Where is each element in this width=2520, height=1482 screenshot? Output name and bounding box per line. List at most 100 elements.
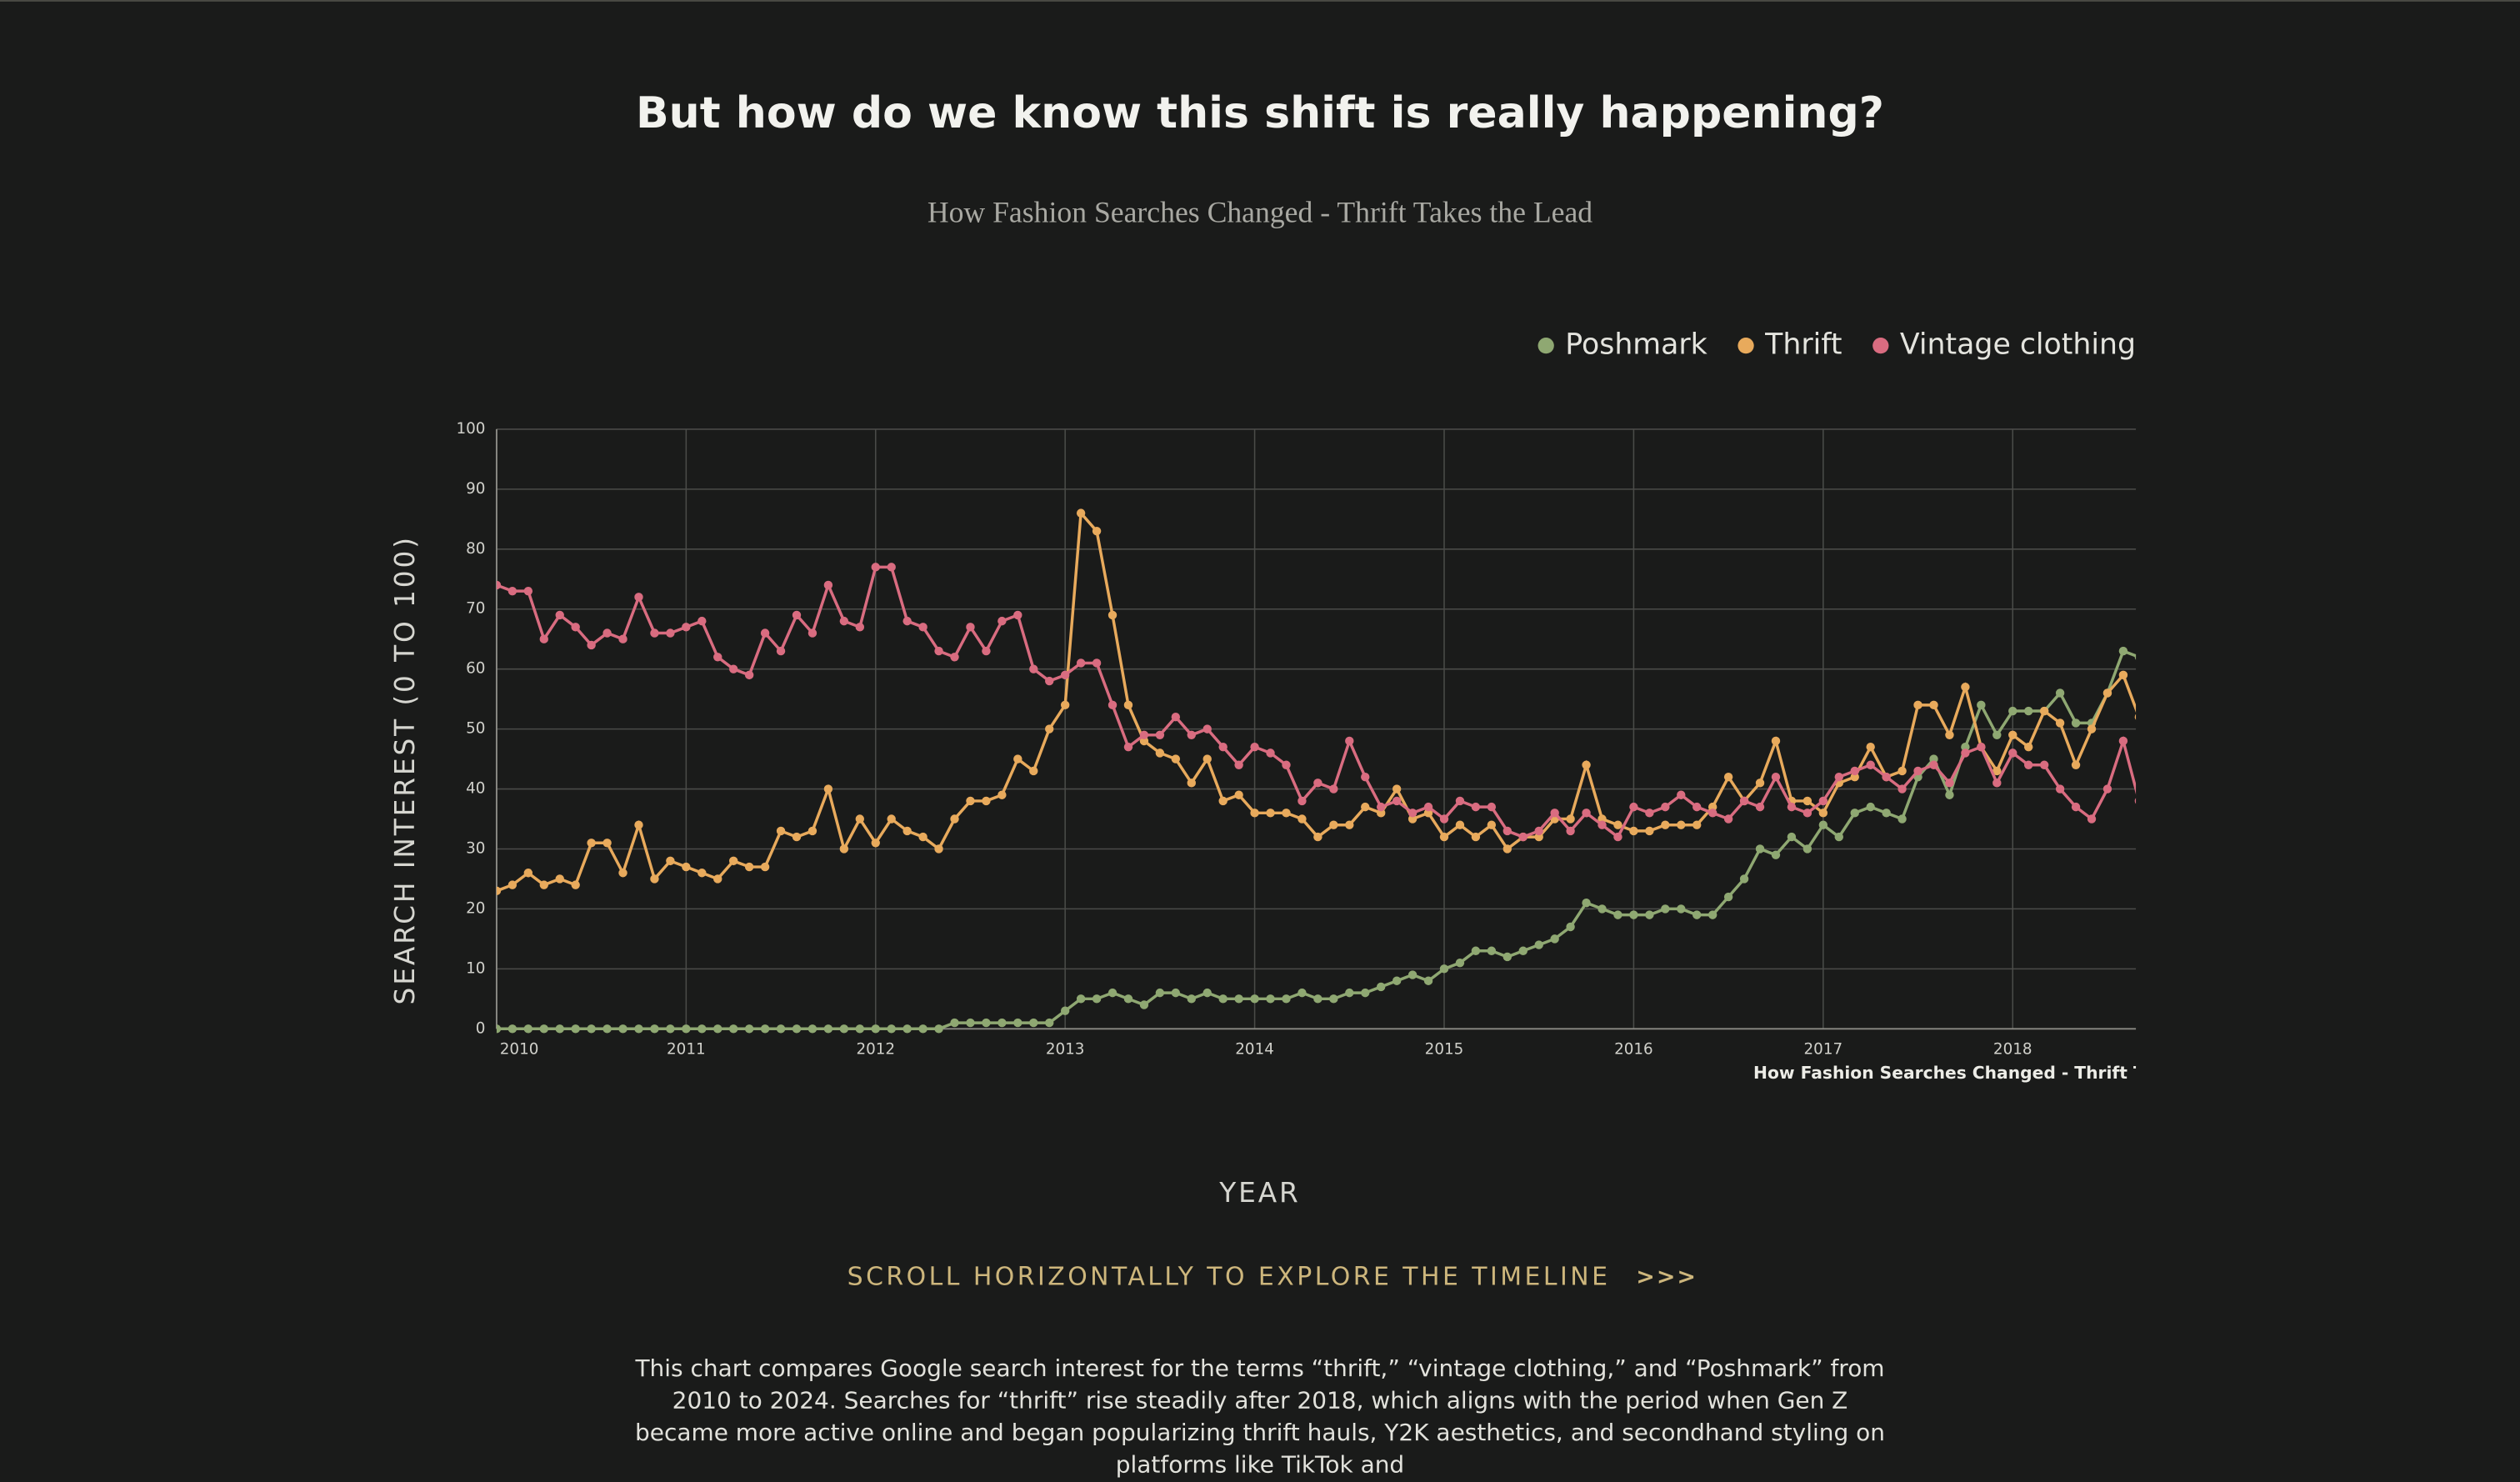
x-tick-label: 2012 bbox=[856, 1040, 895, 1058]
page-heading: But how do we know this shift is really … bbox=[636, 88, 1884, 138]
data-point bbox=[998, 1018, 1007, 1028]
data-point bbox=[871, 563, 880, 572]
data-point bbox=[523, 586, 533, 596]
chart-title: How Fashion Searches Changed - Thrift Ta… bbox=[928, 196, 1592, 229]
y-tick-label: 20 bbox=[466, 899, 485, 917]
data-point bbox=[918, 1024, 928, 1034]
data-point bbox=[792, 610, 802, 620]
data-point bbox=[539, 880, 548, 889]
data-point bbox=[1977, 742, 1986, 752]
x-tick-label: 2017 bbox=[1804, 1040, 1843, 1058]
data-point bbox=[871, 839, 880, 848]
data-point bbox=[571, 623, 580, 632]
data-point bbox=[1818, 796, 1828, 806]
data-point bbox=[1345, 988, 1354, 998]
data-point bbox=[1802, 844, 1812, 854]
data-point bbox=[950, 653, 959, 662]
data-point bbox=[713, 874, 722, 884]
data-point bbox=[1677, 790, 1686, 799]
data-point bbox=[2023, 760, 2033, 769]
legend-swatch bbox=[1738, 337, 1754, 354]
data-point bbox=[1345, 736, 1354, 746]
y-tick-label: 70 bbox=[466, 600, 485, 618]
data-point bbox=[1155, 988, 1165, 998]
data-point bbox=[1013, 754, 1022, 764]
data-point bbox=[1439, 814, 1449, 824]
data-point bbox=[1029, 766, 1038, 776]
data-point bbox=[776, 1024, 786, 1034]
data-point bbox=[1171, 754, 1181, 764]
data-point bbox=[1060, 670, 1070, 680]
data-point bbox=[666, 628, 675, 638]
data-point bbox=[1092, 994, 1102, 1004]
x-tick-label: 2010 bbox=[500, 1040, 539, 1058]
data-point bbox=[1013, 610, 1022, 620]
data-point bbox=[1250, 994, 1259, 1004]
data-point bbox=[1598, 904, 1607, 914]
legend-swatch bbox=[1872, 337, 1889, 354]
data-point bbox=[555, 610, 564, 620]
data-point bbox=[1818, 820, 1828, 829]
data-point bbox=[855, 814, 865, 824]
scroll-arrows[interactable]: >>> bbox=[1636, 1264, 1698, 1290]
data-point bbox=[650, 1024, 659, 1034]
data-point bbox=[902, 826, 912, 836]
data-point bbox=[602, 628, 612, 638]
data-point bbox=[1661, 904, 1670, 914]
data-point bbox=[1550, 934, 1559, 944]
data-point bbox=[887, 1024, 896, 1034]
chart-caption: How Fashion Searches Changed - Thrift Ta… bbox=[1753, 1063, 2275, 1083]
data-point bbox=[1929, 760, 1938, 769]
data-point bbox=[539, 634, 548, 643]
data-point bbox=[1582, 899, 1591, 908]
data-point bbox=[1266, 749, 1275, 758]
data-point bbox=[808, 1024, 818, 1034]
data-point bbox=[2055, 784, 2065, 794]
data-point bbox=[2008, 749, 2018, 758]
data-point bbox=[698, 869, 707, 878]
data-point bbox=[902, 1024, 912, 1034]
data-point bbox=[1929, 700, 1938, 710]
data-point bbox=[1329, 994, 1338, 1004]
data-point bbox=[1708, 910, 1718, 919]
data-point bbox=[1250, 742, 1259, 752]
data-point bbox=[1439, 832, 1449, 842]
data-point bbox=[839, 844, 849, 854]
data-point bbox=[634, 1024, 643, 1034]
data-point bbox=[744, 1024, 754, 1034]
data-point bbox=[1298, 814, 1307, 824]
x-tick-label: 2014 bbox=[1235, 1040, 1274, 1058]
data-point bbox=[1898, 766, 1907, 776]
data-point bbox=[2087, 814, 2097, 824]
data-point bbox=[934, 844, 943, 854]
data-point bbox=[1392, 784, 1402, 794]
data-point bbox=[1802, 796, 1812, 806]
x-tick-label: 2013 bbox=[1046, 1040, 1085, 1058]
data-point bbox=[1771, 772, 1781, 782]
data-point bbox=[666, 856, 675, 866]
data-point bbox=[587, 640, 596, 650]
data-point bbox=[744, 862, 754, 872]
data-point bbox=[1108, 700, 1118, 710]
data-point bbox=[1076, 658, 1086, 668]
data-point bbox=[776, 826, 786, 836]
data-point bbox=[1487, 946, 1497, 955]
data-point bbox=[682, 623, 691, 632]
data-point bbox=[982, 796, 991, 806]
data-point bbox=[887, 814, 896, 824]
x-tick-label: 2016 bbox=[1614, 1040, 1653, 1058]
data-point bbox=[2039, 760, 2049, 769]
data-point bbox=[1787, 832, 1797, 842]
data-point bbox=[1155, 730, 1165, 740]
data-point bbox=[1961, 749, 1970, 758]
data-point bbox=[1060, 1006, 1070, 1015]
data-point bbox=[1598, 820, 1607, 829]
data-point bbox=[1834, 772, 1843, 782]
data-point bbox=[1202, 988, 1212, 998]
data-point bbox=[1566, 826, 1575, 836]
data-point bbox=[1361, 802, 1370, 812]
data-point bbox=[1361, 988, 1370, 998]
data-point bbox=[1961, 742, 1970, 752]
data-point bbox=[1898, 814, 1907, 824]
data-point bbox=[2039, 706, 2049, 716]
